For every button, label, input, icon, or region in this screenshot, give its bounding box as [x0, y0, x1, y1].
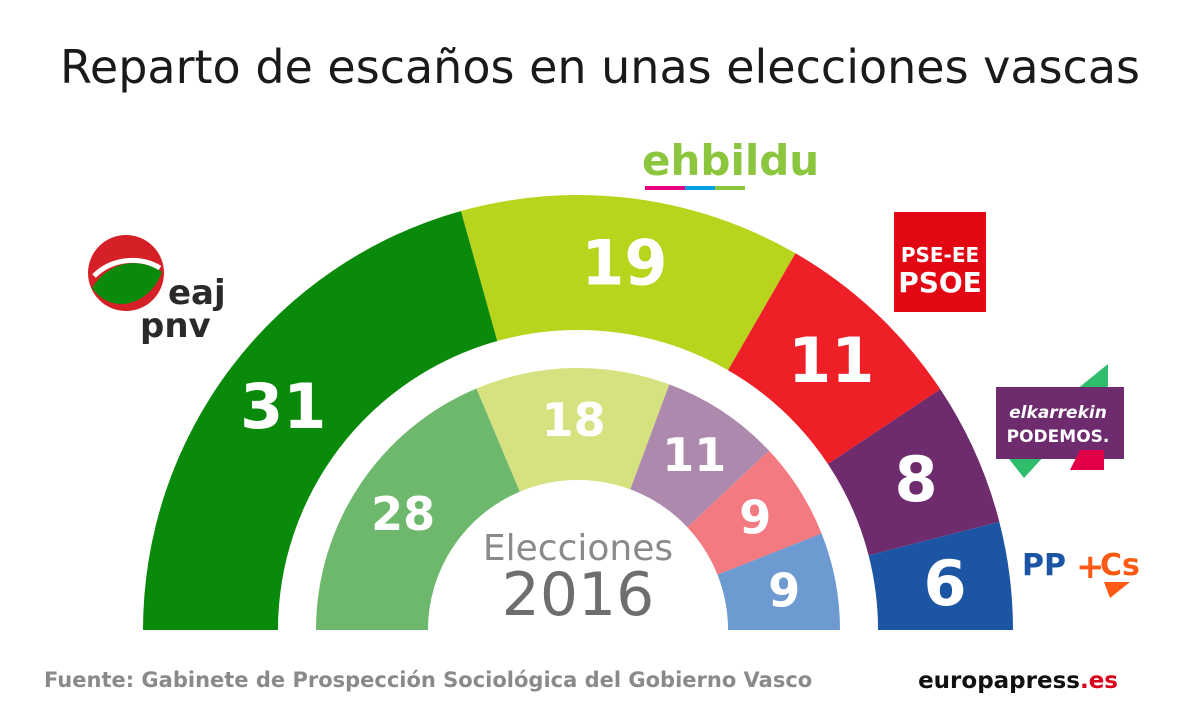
seat-wedge-pse-ee-psoe — [728, 253, 941, 464]
pnv-logo-line2: pnv — [140, 306, 211, 346]
brand-logo: europapress.es — [918, 668, 1118, 694]
center-label-line2: 2016 — [502, 560, 655, 630]
bildu-logo-text: ehbildu — [642, 136, 819, 185]
podemos-logo: elkarrekin PODEMOS. — [996, 364, 1124, 478]
pp-cs-logo: PP + Cs — [1022, 547, 1140, 598]
seat-label-eaj-pnv-2016: 28 — [371, 487, 435, 541]
seat-label-pse-ee-psoe-2016: 9 — [739, 490, 771, 544]
outer-ring — [143, 194, 1013, 630]
bildu-logo: ehbildu — [642, 136, 819, 190]
inner-edge-band — [428, 480, 728, 630]
seat-wedge-elkarrekin-podemos — [827, 389, 1000, 556]
center-label-line1: Elecciones — [483, 528, 673, 569]
pse-logo-line1: PSE-EE — [901, 243, 979, 267]
source-note: Fuente: Gabinete de Prospección Sociológ… — [44, 668, 813, 692]
seat-wedge-eaj-pnv-2016 — [316, 388, 520, 630]
seat-label-elkarrekin-podemos-2016: 11 — [662, 428, 726, 482]
seat-wedge-elkarrekin-podemos-2016 — [630, 384, 769, 528]
seat-wedge-eh-bildu — [461, 194, 796, 371]
cs-logo-text: Cs — [1100, 548, 1140, 583]
brand-suffix: .es — [1079, 668, 1118, 694]
seat-label-pp-2016: 9 — [768, 564, 800, 618]
podemos-logo-line2: PODEMOS. — [1007, 427, 1110, 447]
pse-logo-line2: PSOE — [898, 266, 982, 299]
seat-label-elkarrekin-podemos: 8 — [894, 443, 937, 516]
seat-label-pp-cs: 6 — [924, 547, 967, 620]
seat-wedge-eh-bildu-2016 — [476, 368, 670, 492]
seat-label-eh-bildu-2016: 18 — [542, 393, 606, 447]
inner-ring-2016 — [316, 368, 840, 630]
pnv-logo: eaj pnv — [88, 235, 226, 346]
center-label: Elecciones 2016 — [483, 528, 673, 630]
seat-label-pse-ee-psoe: 11 — [788, 324, 874, 397]
pp-logo-text: PP — [1022, 548, 1066, 583]
seat-label-eaj-pnv: 31 — [240, 370, 326, 443]
seat-wedge-eaj-pnv — [143, 211, 498, 630]
seat-wedge-pse-ee-psoe-2016 — [687, 450, 822, 575]
seat-wedge-pp-cs — [868, 521, 1013, 630]
pnv-logo-line1: eaj — [168, 273, 226, 313]
seat-label-eh-bildu: 19 — [581, 226, 667, 299]
pse-logo: PSE-EE PSOE — [894, 212, 986, 312]
pp-cs-plus: + — [1076, 547, 1105, 587]
page-title: Reparto de escaños en unas elecciones va… — [60, 40, 1140, 94]
podemos-logo-line1: elkarrekin — [1009, 403, 1107, 423]
brand-name: europapress — [918, 668, 1080, 694]
pnv-logo-mark-green — [92, 263, 162, 304]
seat-wedge-pp-2016 — [717, 533, 840, 630]
